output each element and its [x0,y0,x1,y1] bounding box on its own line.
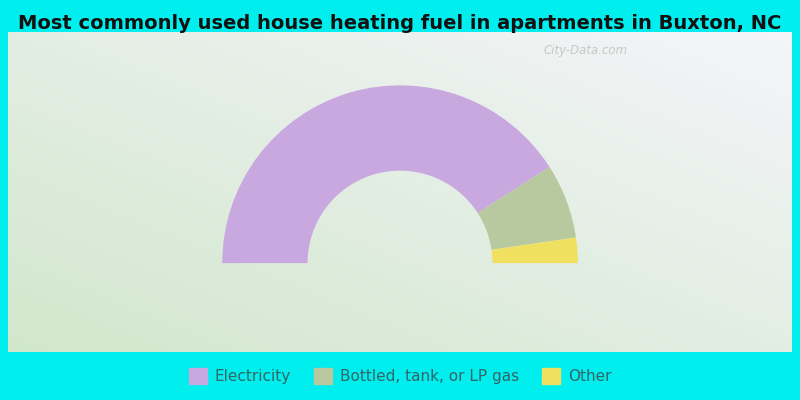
Wedge shape [222,85,550,263]
Wedge shape [478,167,576,250]
Wedge shape [491,238,578,263]
Text: City-Data.com: City-Data.com [543,44,627,58]
Text: Most commonly used house heating fuel in apartments in Buxton, NC: Most commonly used house heating fuel in… [18,14,782,33]
Legend: Electricity, Bottled, tank, or LP gas, Other: Electricity, Bottled, tank, or LP gas, O… [182,362,618,390]
